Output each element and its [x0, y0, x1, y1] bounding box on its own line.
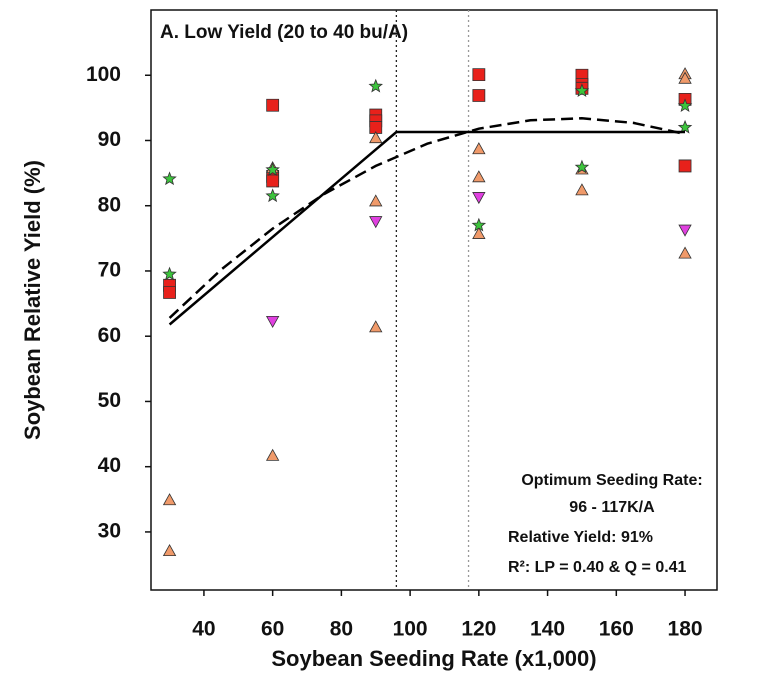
annotation: Optimum Seeding Rate: [521, 472, 702, 489]
x-tick-label: 140 [530, 618, 565, 641]
data-point [678, 71, 692, 84]
data-point [574, 83, 590, 98]
y-tick-label: 50 [98, 389, 121, 412]
data-point [265, 188, 280, 203]
fit-line [168, 117, 686, 319]
data-point [162, 493, 177, 506]
data-point [369, 121, 383, 134]
data-point [369, 320, 383, 333]
data-point [574, 159, 590, 174]
data-point [678, 246, 692, 259]
x-tick-label: 100 [393, 618, 428, 641]
data-point [369, 131, 383, 144]
data-point [678, 224, 692, 237]
data-point [265, 316, 280, 329]
data-point [163, 286, 176, 299]
data-point [472, 226, 486, 239]
x-tick-label: 160 [599, 618, 634, 641]
data-point [472, 192, 486, 205]
fit-line [168, 130, 685, 326]
data-point [162, 266, 177, 281]
data-point [162, 544, 177, 557]
data-point [266, 174, 280, 188]
y-tick-label: 60 [98, 324, 121, 347]
data-point [265, 162, 280, 176]
data-point [677, 98, 693, 113]
annotation: R²: LP = 0.40 & Q = 0.41 [508, 559, 687, 576]
data-point [472, 170, 486, 183]
data-point [472, 68, 486, 81]
x-tick-label: 120 [461, 618, 496, 641]
data-point [472, 89, 486, 102]
y-tick-label: 80 [98, 193, 121, 216]
y-tick-label: 100 [86, 63, 121, 86]
data-point [162, 171, 177, 186]
data-point [471, 217, 487, 232]
data-point [677, 119, 693, 134]
data-point [369, 216, 383, 229]
annotation: 96 - 117K/A [569, 499, 655, 516]
data-point [472, 142, 486, 155]
y-tick-label: 30 [98, 519, 121, 542]
x-axis-label: Soybean Seeding Rate (x1,000) [271, 646, 596, 671]
data-point [678, 159, 692, 173]
chart-title: A. Low Yield (20 to 40 bu/A) [160, 22, 408, 43]
x-tick-label: 80 [330, 618, 353, 641]
y-tick-label: 70 [98, 259, 121, 282]
data-point [575, 183, 589, 196]
x-tick-label: 180 [668, 618, 703, 641]
y-tick-label: 90 [98, 128, 121, 151]
data-point [369, 194, 383, 207]
plot-frame [150, 9, 718, 591]
x-tick-label: 60 [261, 618, 284, 641]
y-tick-label: 40 [98, 454, 121, 477]
data-point [368, 78, 383, 93]
data-point [265, 448, 280, 461]
x-tick-label: 40 [192, 618, 215, 641]
data-point [266, 98, 280, 112]
y-axis-label: Soybean Relative Yield (%) [20, 160, 45, 440]
annotation: Relative Yield: 91% [508, 529, 653, 546]
